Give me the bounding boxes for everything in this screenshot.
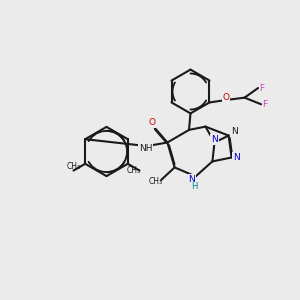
Text: CH₃: CH₃ [66, 161, 81, 170]
Text: N: N [231, 128, 238, 136]
Text: CH₃: CH₃ [126, 166, 141, 175]
Text: O: O [149, 118, 156, 127]
Text: F: F [260, 83, 265, 92]
Text: N: N [233, 153, 239, 162]
Text: N: N [189, 175, 195, 184]
Text: F: F [262, 100, 268, 109]
Text: N: N [211, 135, 218, 144]
Text: H: H [191, 182, 197, 191]
Text: NH: NH [139, 144, 152, 153]
Text: O: O [223, 93, 230, 102]
Text: CH₃: CH₃ [148, 177, 163, 186]
